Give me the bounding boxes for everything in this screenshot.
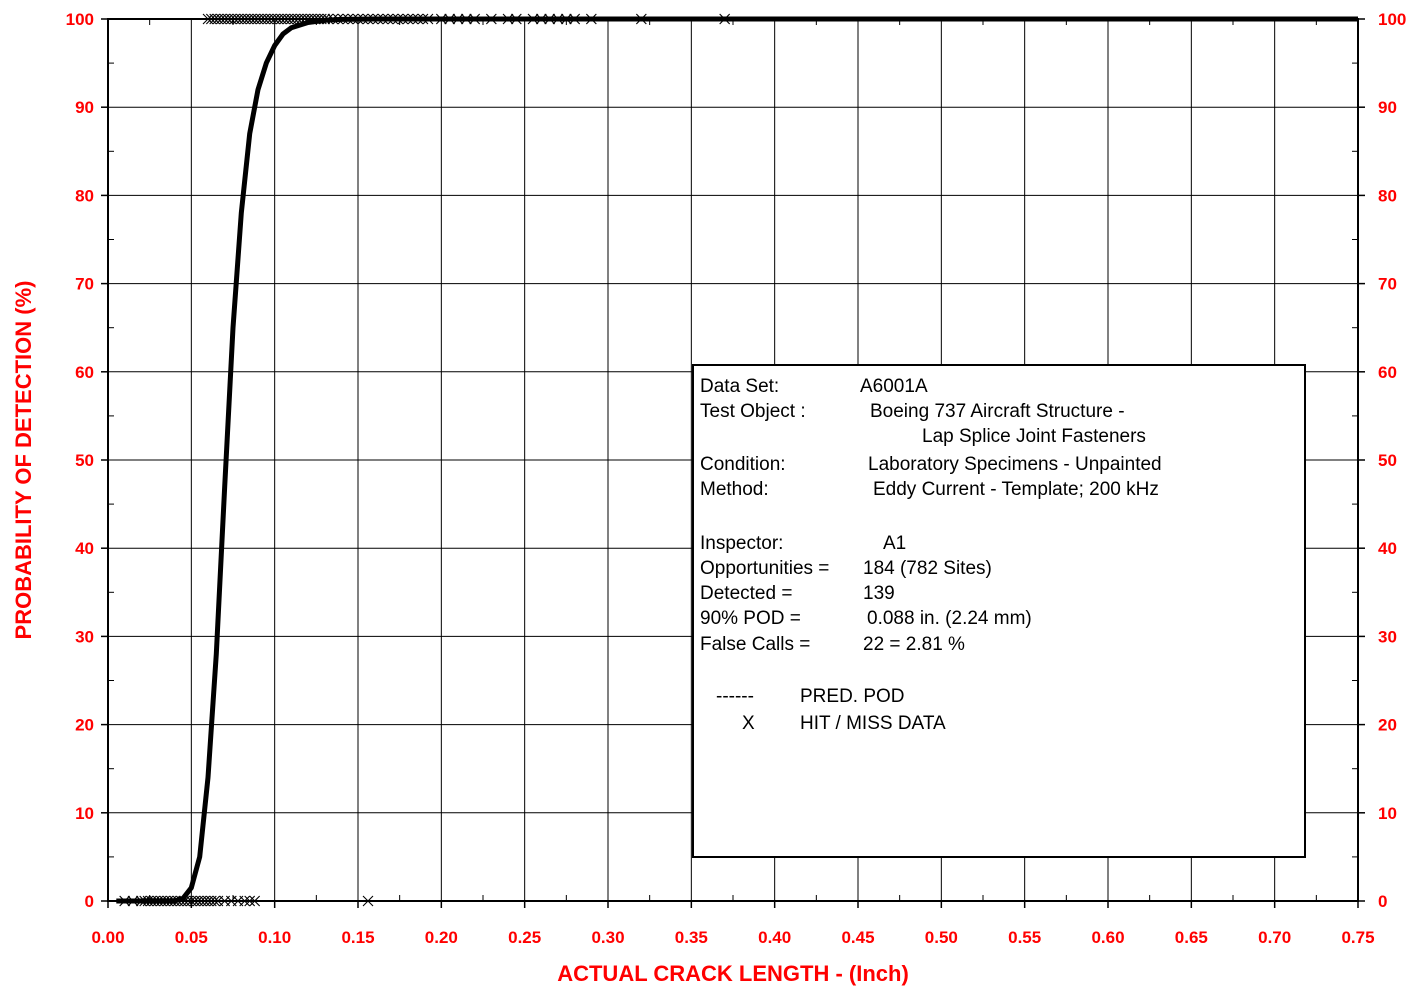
y-tick-label: 20 <box>75 716 94 735</box>
miss-marker <box>239 895 251 907</box>
info-label: Inspector: <box>700 533 783 554</box>
info-row: 90% POD = 0.088 in. (2.24 mm) <box>700 608 1032 629</box>
info-box: Data Set: A6001A Test Object : Boeing 737 A… <box>692 364 1306 858</box>
info-label: Opportunities = <box>700 558 829 579</box>
legend: ------ PRED. POD X HIT / MISS DATA <box>716 686 946 734</box>
x-tick-label: 0.30 <box>591 928 624 947</box>
x-tick-label: 0.05 <box>175 928 208 947</box>
x-tick-label: 0.35 <box>675 928 708 947</box>
info-row: Lap Splice Joint Fasteners <box>922 426 1146 447</box>
info-value: 184 (782 Sites) <box>863 558 992 579</box>
info-label: False Calls = <box>700 634 810 655</box>
x-tick-label: 0.10 <box>258 928 291 947</box>
info-value: A6001A <box>860 376 928 397</box>
info-row: Condition: Laboratory Specimens - Unpaint… <box>700 454 1162 475</box>
info-row: Method: Eddy Current - Template; 200 kHz <box>700 479 1159 500</box>
y-tick-label-right: 80 <box>1378 186 1397 205</box>
x-tick-label: 0.40 <box>758 928 791 947</box>
y-tick-label: 50 <box>75 451 94 470</box>
y-axis-title: PROBABILITY OF DETECTION (%) <box>11 281 36 640</box>
info-value: 22 = 2.81 % <box>863 634 965 655</box>
info-label: Method: <box>700 479 769 500</box>
x-tick-label: 0.75 <box>1341 928 1374 947</box>
legend-label: HIT / MISS DATA <box>800 713 946 734</box>
info-label: Test Object : <box>700 401 806 422</box>
y-tick-label-right: 20 <box>1378 716 1397 735</box>
y-tick-label: 60 <box>75 363 94 382</box>
x-tick-label: 0.15 <box>341 928 374 947</box>
legend-symbol: X <box>742 713 755 734</box>
x-axis-title: ACTUAL CRACK LENGTH - (Inch) <box>557 961 909 986</box>
y-tick-label: 40 <box>75 539 94 558</box>
y-tick-label-right: 90 <box>1378 98 1397 117</box>
y-tick-label: 90 <box>75 98 94 117</box>
x-axis-ticks: 0.00 0.05 0.10 0.15 0.20 0.25 0.30 0.35 0.40 0.45… <box>91 19 1375 947</box>
info-box-lines: Data Set: A6001A Test Object : Boeing 737 A… <box>700 376 1162 655</box>
y-tick-label-right: 30 <box>1378 627 1397 646</box>
info-value: A1 <box>883 533 906 554</box>
legend-entry: ------ PRED. POD <box>716 686 905 707</box>
info-value: Eddy Current - Template; 200 kHz <box>873 479 1159 500</box>
info-label: Data Set: <box>700 376 779 397</box>
info-label: 90% POD = <box>700 608 801 629</box>
info-value: Laboratory Specimens - Unpainted <box>868 454 1162 475</box>
y-tick-label: 80 <box>75 186 94 205</box>
info-row: Inspector: A1 <box>700 533 906 554</box>
legend-symbol: ------ <box>716 686 754 707</box>
x-tick-label: 0.70 <box>1258 928 1291 947</box>
y-tick-label-right: 70 <box>1378 275 1397 294</box>
x-tick-label: 0.65 <box>1175 928 1208 947</box>
y-tick-label-right: 10 <box>1378 804 1397 823</box>
x-tick-label: 0.00 <box>91 928 124 947</box>
info-row: Opportunities = 184 (782 Sites) <box>700 558 992 579</box>
info-row: Detected = 139 <box>700 583 895 604</box>
y-axis-ticks: 0 0 10 10 20 20 30 30 40 40 50 50 60 60 70 70 80 80 90 90 10… <box>66 10 1407 911</box>
legend-entry: X HIT / MISS DATA <box>742 713 946 734</box>
pred-pod-curve <box>116 16 1358 904</box>
miss-marker <box>244 895 256 907</box>
miss-marker <box>362 895 374 907</box>
x-tick-label: 0.25 <box>508 928 541 947</box>
info-row: Test Object : Boeing 737 Aircraft Structu… <box>700 401 1125 422</box>
y-tick-label-right: 50 <box>1378 451 1397 470</box>
x-tick-label: 0.50 <box>925 928 958 947</box>
y-tick-label: 70 <box>75 275 94 294</box>
y-tick-label-right: 0 <box>1378 892 1387 911</box>
x-tick-label: 0.60 <box>1091 928 1124 947</box>
info-value: 0.088 in. (2.24 mm) <box>867 608 1032 629</box>
x-tick-label: 0.20 <box>425 928 458 947</box>
info-box-frame <box>692 364 1306 858</box>
info-value: 139 <box>863 583 895 604</box>
x-tick-label: 0.55 <box>1008 928 1041 947</box>
info-label: Detected = <box>700 583 792 604</box>
miss-marker <box>249 895 261 907</box>
y-tick-label-right: 100 <box>1378 10 1406 29</box>
y-tick-label: 100 <box>66 10 94 29</box>
info-row: Data Set: A6001A <box>700 376 928 397</box>
y-tick-label: 30 <box>75 627 94 646</box>
y-tick-label-right: 60 <box>1378 363 1397 382</box>
y-tick-label-right: 40 <box>1378 539 1397 558</box>
legend-label: PRED. POD <box>800 686 905 707</box>
info-label: Condition: <box>700 454 786 475</box>
info-value: Lap Splice Joint Fasteners <box>922 426 1146 447</box>
info-value: Boeing 737 Aircraft Structure - <box>870 401 1125 422</box>
y-tick-label: 10 <box>75 804 94 823</box>
y-tick-label: 0 <box>85 892 94 911</box>
miss-marker <box>209 895 221 907</box>
x-tick-label: 0.45 <box>841 928 874 947</box>
info-row: False Calls = 22 = 2.81 % <box>700 634 965 655</box>
